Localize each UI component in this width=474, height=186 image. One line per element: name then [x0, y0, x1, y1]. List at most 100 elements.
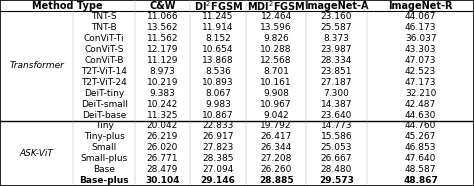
Text: 29.146: 29.146: [201, 176, 236, 185]
Text: 10.288: 10.288: [260, 45, 292, 54]
Text: 23.987: 23.987: [321, 45, 352, 54]
Text: 46.853: 46.853: [405, 143, 437, 152]
Text: 23.160: 23.160: [321, 12, 352, 21]
Text: 8.701: 8.701: [263, 67, 289, 76]
Text: 13.596: 13.596: [260, 23, 292, 32]
Text: C&W: C&W: [149, 1, 175, 11]
Text: 8.536: 8.536: [205, 67, 231, 76]
Text: 10.161: 10.161: [260, 78, 292, 87]
Text: 47.640: 47.640: [405, 154, 437, 163]
Text: 29.573: 29.573: [319, 176, 354, 185]
Text: 20.042: 20.042: [147, 121, 178, 131]
Text: 47.073: 47.073: [405, 56, 437, 65]
Text: 42.487: 42.487: [405, 100, 436, 109]
Text: 13.562: 13.562: [146, 23, 178, 32]
Text: 10.893: 10.893: [202, 78, 234, 87]
Text: Small-plus: Small-plus: [81, 154, 128, 163]
Text: 10.867: 10.867: [202, 111, 234, 120]
Text: 10.654: 10.654: [202, 45, 234, 54]
Text: 8.152: 8.152: [205, 34, 231, 43]
Text: 9.826: 9.826: [263, 34, 289, 43]
Text: 8.067: 8.067: [205, 89, 231, 98]
Text: 48.587: 48.587: [405, 165, 437, 174]
Text: Method Type: Method Type: [32, 1, 103, 11]
Text: 27.094: 27.094: [202, 165, 234, 174]
Text: DeiT-base: DeiT-base: [82, 111, 127, 120]
Text: 26.667: 26.667: [321, 154, 352, 163]
Text: 9.383: 9.383: [149, 89, 175, 98]
Text: DI$^2$FGSM: DI$^2$FGSM: [193, 0, 243, 13]
Text: 48.867: 48.867: [403, 176, 438, 185]
Text: 26.219: 26.219: [146, 132, 178, 141]
Text: ImageNet-R: ImageNet-R: [388, 1, 453, 11]
Text: 12.179: 12.179: [146, 45, 178, 54]
Text: 9.983: 9.983: [205, 100, 231, 109]
Text: Base-plus: Base-plus: [80, 176, 129, 185]
Text: ConViT-B: ConViT-B: [84, 56, 124, 65]
Text: 13.868: 13.868: [202, 56, 234, 65]
Text: TNT-B: TNT-B: [91, 23, 117, 32]
Text: 15.586: 15.586: [321, 132, 352, 141]
Text: DeiT-tiny: DeiT-tiny: [84, 89, 124, 98]
Text: 32.210: 32.210: [405, 89, 437, 98]
Text: 26.771: 26.771: [146, 154, 178, 163]
Text: 28.885: 28.885: [259, 176, 293, 185]
Text: 11.562: 11.562: [146, 34, 178, 43]
Text: Small: Small: [91, 143, 117, 152]
Text: 42.523: 42.523: [405, 67, 436, 76]
Text: 27.208: 27.208: [260, 154, 292, 163]
Text: 44.760: 44.760: [405, 121, 437, 131]
Text: 11.129: 11.129: [146, 56, 178, 65]
Text: ConViT-Ti: ConViT-Ti: [84, 34, 125, 43]
Text: 11.066: 11.066: [146, 12, 178, 21]
Text: DeiT-small: DeiT-small: [81, 100, 128, 109]
Text: 28.334: 28.334: [321, 56, 352, 65]
Text: 25.053: 25.053: [321, 143, 352, 152]
Text: 28.480: 28.480: [321, 165, 352, 174]
Text: MDI$^2$FGSM: MDI$^2$FGSM: [247, 0, 305, 13]
Text: 23.851: 23.851: [321, 67, 352, 76]
Text: 36.037: 36.037: [405, 34, 437, 43]
Text: ImageNet-A: ImageNet-A: [304, 1, 369, 11]
Text: 26.417: 26.417: [260, 132, 292, 141]
Text: 44.630: 44.630: [405, 111, 437, 120]
Text: 12.464: 12.464: [261, 12, 292, 21]
Text: 8.373: 8.373: [324, 34, 349, 43]
Text: Transformer: Transformer: [9, 62, 64, 70]
Text: 26.020: 26.020: [146, 143, 178, 152]
Text: 28.385: 28.385: [202, 154, 234, 163]
Text: 23.640: 23.640: [321, 111, 352, 120]
Bar: [0, 0, 474, 12]
Text: 14.773: 14.773: [321, 121, 352, 131]
Text: 11.245: 11.245: [202, 12, 234, 21]
Text: 9.042: 9.042: [263, 111, 289, 120]
Text: 8.973: 8.973: [149, 67, 175, 76]
Text: T2T-ViT-24: T2T-ViT-24: [82, 78, 127, 87]
Text: 43.303: 43.303: [405, 45, 437, 54]
Text: 26.344: 26.344: [261, 143, 292, 152]
Text: 44.067: 44.067: [405, 12, 437, 21]
Text: ASK-ViT: ASK-ViT: [20, 149, 54, 158]
Text: 14.387: 14.387: [321, 100, 352, 109]
Text: 19.792: 19.792: [260, 121, 292, 131]
Text: 9.908: 9.908: [263, 89, 289, 98]
Text: 47.173: 47.173: [405, 78, 437, 87]
Text: ConViT-S: ConViT-S: [84, 45, 124, 54]
Text: 28.479: 28.479: [146, 165, 178, 174]
Text: 26.260: 26.260: [260, 165, 292, 174]
Text: T2T-ViT-14: T2T-ViT-14: [82, 67, 127, 76]
Text: Base: Base: [93, 165, 115, 174]
Text: 10.967: 10.967: [260, 100, 292, 109]
Text: 7.300: 7.300: [324, 89, 349, 98]
Text: 11.914: 11.914: [202, 23, 234, 32]
Text: 26.917: 26.917: [202, 132, 234, 141]
Text: 27.823: 27.823: [202, 143, 234, 152]
Text: 46.173: 46.173: [405, 23, 437, 32]
Text: 25.587: 25.587: [321, 23, 352, 32]
Text: 22.833: 22.833: [202, 121, 234, 131]
Text: Tiny: Tiny: [95, 121, 114, 131]
Text: 27.187: 27.187: [321, 78, 352, 87]
Text: 30.104: 30.104: [145, 176, 180, 185]
Text: TNT-S: TNT-S: [91, 12, 117, 21]
Text: 10.242: 10.242: [147, 100, 178, 109]
